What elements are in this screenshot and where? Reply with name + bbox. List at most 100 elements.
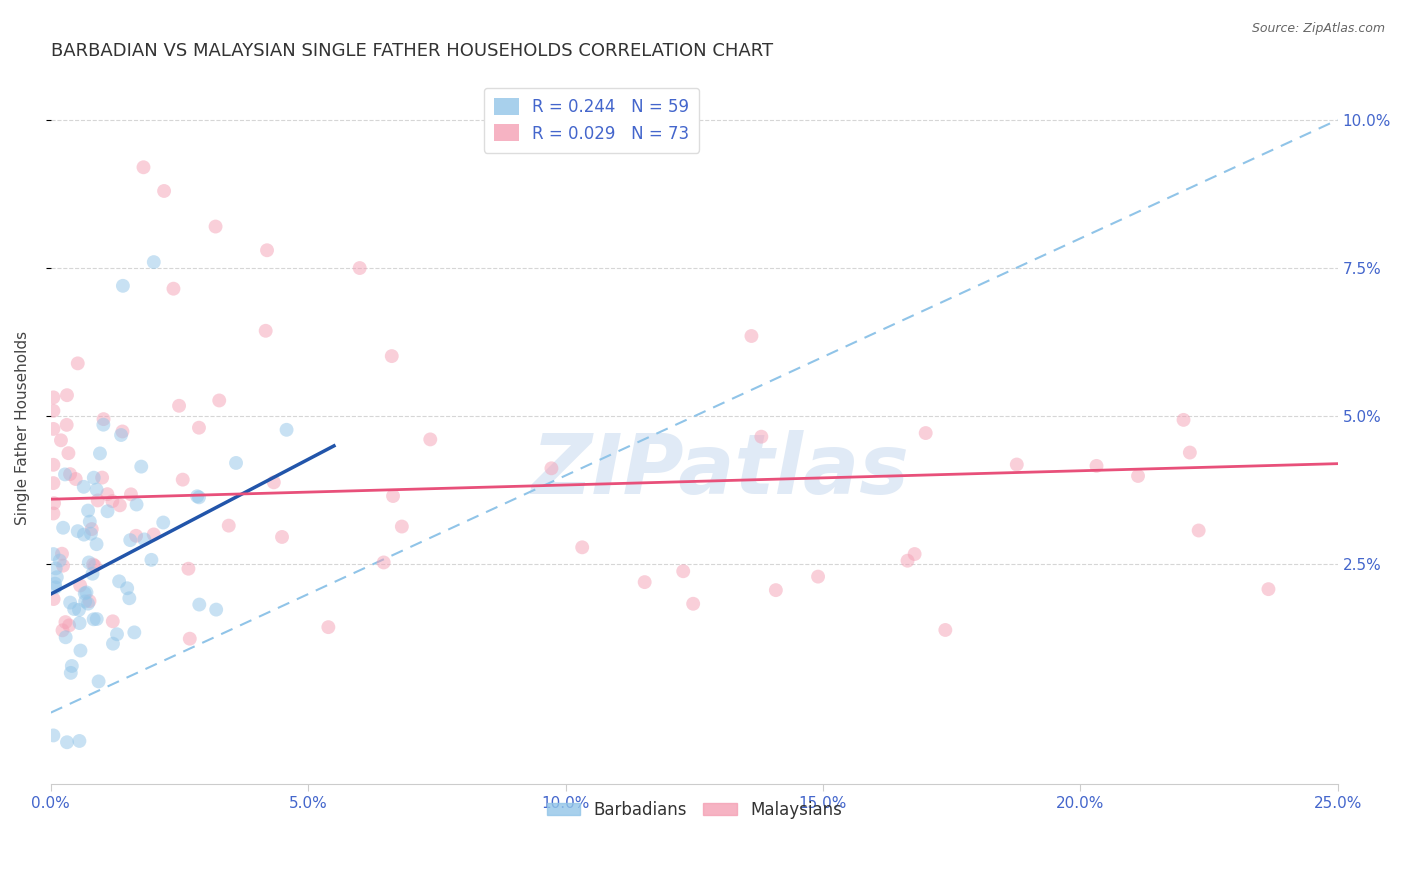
Point [55,417,77,432]
Point [373,556,395,570]
Point [571,541,593,555]
Point [256,244,278,258]
Point [124,625,146,640]
Point [87,674,110,689]
Point [83,558,105,573]
Point [96,487,118,501]
Point [740,329,762,343]
Point [142,255,165,269]
Point [120,487,142,501]
Point [51,624,73,638]
Point [96,504,118,518]
Point [110,428,132,442]
Point [83,471,105,485]
Point [77,503,100,517]
Point [76,585,98,599]
Point [129,459,152,474]
Point [108,499,131,513]
Point [55,615,77,629]
Point [77,556,100,570]
Point [125,529,148,543]
Point [42,507,65,521]
Point [105,627,128,641]
Point [45,561,67,575]
Point [349,260,371,275]
Point [42,458,65,472]
Point [80,526,103,541]
Point [1085,458,1108,473]
Point [141,553,163,567]
Point [111,425,134,439]
Point [108,574,131,589]
Point [751,430,773,444]
Point [73,586,96,600]
Point [914,425,936,440]
Point [44,581,66,595]
Point [67,734,90,748]
Point [179,632,201,646]
Point [1173,413,1195,427]
Point [65,472,87,486]
Point [186,489,208,503]
Point [101,615,124,629]
Point [63,602,86,616]
Point [188,491,211,505]
Point [419,433,441,447]
Point [142,527,165,541]
Point [58,618,80,632]
Point [263,475,285,490]
Point [91,470,114,484]
Point [382,489,405,503]
Point [56,735,79,749]
Point [52,521,75,535]
Text: ZIPatlas: ZIPatlas [531,430,908,511]
Point [205,602,228,616]
Point [66,356,89,370]
Point [271,530,294,544]
Point [381,349,404,363]
Point [318,620,340,634]
Point [48,553,70,567]
Point [42,390,65,404]
Point [86,537,108,551]
Text: BARBADIAN VS MALAYSIAN SINGLE FATHER HOUSEHOLDS CORRELATION CHART: BARBADIAN VS MALAYSIAN SINGLE FATHER HOU… [51,42,773,60]
Point [276,423,298,437]
Point [1257,582,1279,596]
Point [153,184,176,198]
Point [59,467,82,482]
Point [904,547,927,561]
Point [118,591,141,606]
Point [42,422,65,436]
Point [89,446,111,460]
Point [79,594,101,608]
Point [672,564,695,578]
Text: Source: ZipAtlas.com: Source: ZipAtlas.com [1251,22,1385,36]
Point [218,518,240,533]
Point [896,554,918,568]
Point [51,547,73,561]
Point [82,566,104,581]
Point [134,533,156,547]
Point [391,519,413,533]
Point [73,527,96,541]
Point [101,637,124,651]
Point [56,388,79,402]
Point [540,461,562,475]
Point [82,558,104,572]
Point [177,562,200,576]
Point [1126,469,1149,483]
Point [45,570,67,584]
Point [59,665,82,680]
Point [152,516,174,530]
Point [42,547,65,561]
Point [188,420,211,434]
Point [1178,445,1201,459]
Point [86,612,108,626]
Point [44,576,66,591]
Point [79,515,101,529]
Point [188,598,211,612]
Point [55,630,77,644]
Point [682,597,704,611]
Point [125,498,148,512]
Point [765,583,787,598]
